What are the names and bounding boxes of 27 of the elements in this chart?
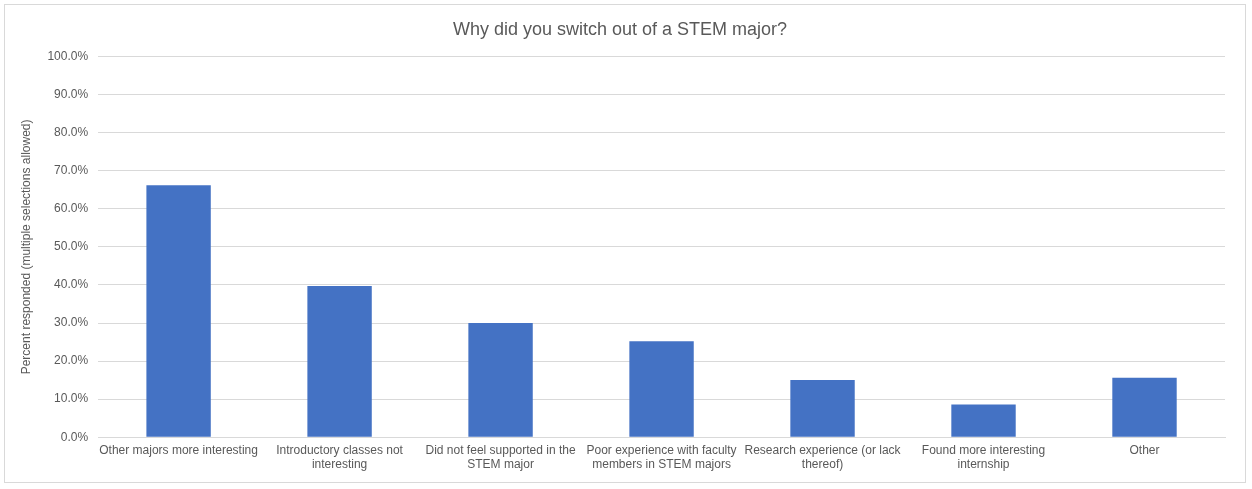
y-tick-label: 10.0% bbox=[54, 391, 89, 406]
bar bbox=[951, 404, 1016, 437]
x-tick-label: Did not feel supported in the STEM major bbox=[425, 442, 576, 472]
bar bbox=[307, 286, 372, 437]
bar bbox=[468, 323, 533, 437]
x-tick-label: Introductory classes not interesting bbox=[276, 442, 404, 472]
y-tick-label: 70.0% bbox=[54, 163, 89, 178]
y-tick-label: 0.0% bbox=[60, 429, 89, 444]
y-tick-label: 50.0% bbox=[54, 239, 89, 254]
bar bbox=[1112, 377, 1177, 437]
y-tick-label: 30.0% bbox=[54, 315, 89, 330]
y-tick-label: 90.0% bbox=[54, 86, 89, 101]
y-tick-label: 40.0% bbox=[54, 277, 89, 292]
x-tick-label: Research experience (or lack thereof) bbox=[744, 442, 902, 472]
x-tick-label: Found more interesting internship bbox=[921, 442, 1046, 472]
y-axis-title: Percent responded (multiple selections allowed) bbox=[18, 119, 33, 375]
y-tick-label: 20.0% bbox=[54, 353, 89, 368]
x-tick-label: Other bbox=[1129, 442, 1160, 457]
bar bbox=[790, 380, 855, 437]
bar bbox=[629, 341, 694, 437]
x-tick-label: Poor experience with faculty members in STEM majors bbox=[586, 442, 737, 472]
x-tick-label: Other majors more interesting bbox=[99, 442, 258, 457]
chart-title: Why did you switch out of a STEM major? bbox=[452, 18, 788, 39]
y-tick-label: 80.0% bbox=[54, 125, 89, 140]
bar bbox=[146, 185, 211, 437]
y-tick-label: 60.0% bbox=[54, 201, 89, 216]
y-tick-label: 100.0% bbox=[47, 48, 89, 63]
